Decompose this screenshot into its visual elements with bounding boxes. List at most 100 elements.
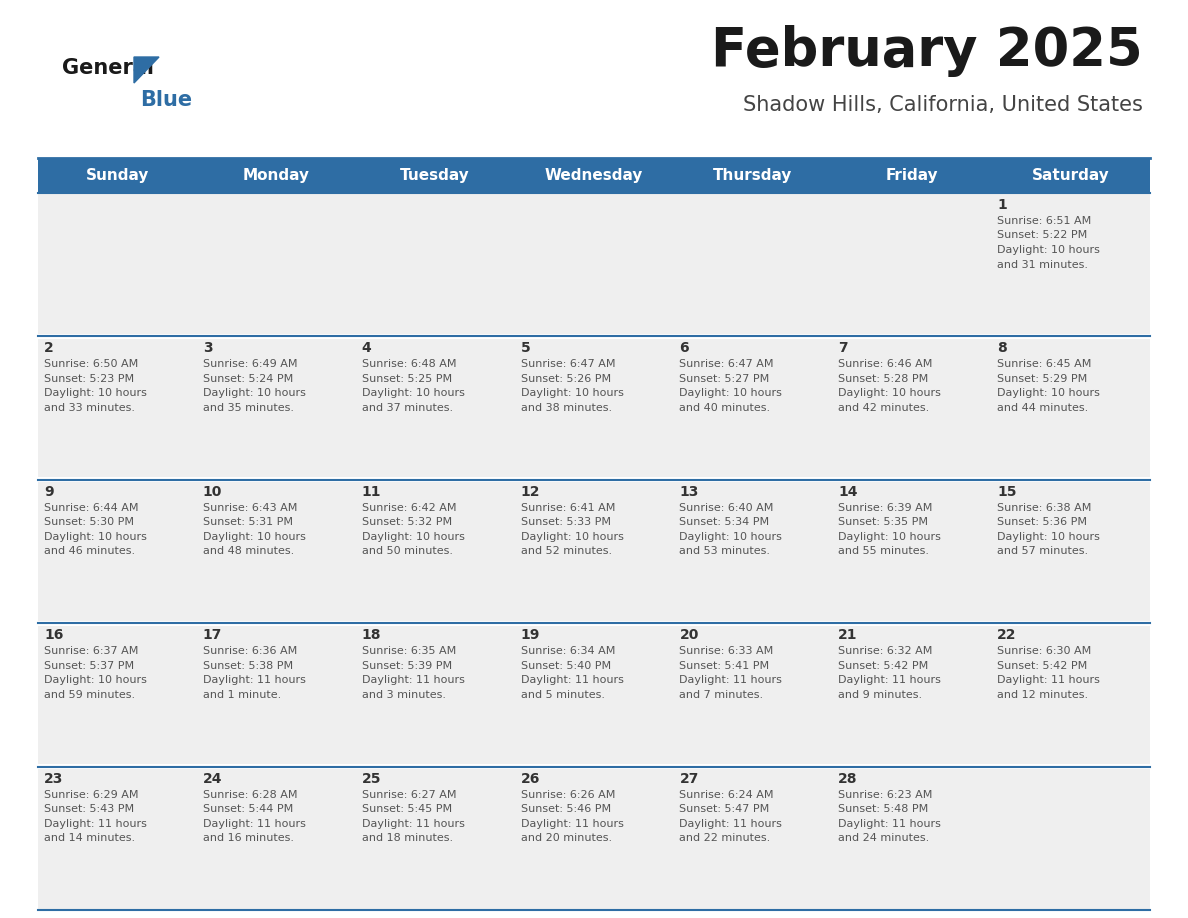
Text: and 42 minutes.: and 42 minutes. — [839, 403, 929, 413]
Text: and 1 minute.: and 1 minute. — [203, 689, 282, 700]
Text: Sunrise: 6:50 AM: Sunrise: 6:50 AM — [44, 360, 138, 369]
Text: Sunrise: 6:47 AM: Sunrise: 6:47 AM — [680, 360, 773, 369]
Text: Sunset: 5:37 PM: Sunset: 5:37 PM — [44, 661, 134, 671]
Bar — [674, 193, 833, 336]
Bar — [38, 193, 197, 336]
Text: 1: 1 — [997, 198, 1007, 212]
Text: Daylight: 10 hours: Daylight: 10 hours — [361, 388, 465, 398]
Bar — [38, 621, 1150, 626]
Text: and 5 minutes.: and 5 minutes. — [520, 689, 605, 700]
Text: and 35 minutes.: and 35 minutes. — [203, 403, 293, 413]
Text: Daylight: 10 hours: Daylight: 10 hours — [44, 532, 147, 542]
Text: Daylight: 10 hours: Daylight: 10 hours — [997, 388, 1100, 398]
Text: and 40 minutes.: and 40 minutes. — [680, 403, 771, 413]
Text: and 59 minutes.: and 59 minutes. — [44, 689, 135, 700]
Text: Daylight: 11 hours: Daylight: 11 hours — [520, 676, 624, 685]
Text: Sunrise: 6:27 AM: Sunrise: 6:27 AM — [361, 789, 456, 800]
Text: Sunrise: 6:35 AM: Sunrise: 6:35 AM — [361, 646, 456, 656]
Text: Sunrise: 6:34 AM: Sunrise: 6:34 AM — [520, 646, 615, 656]
Text: Daylight: 10 hours: Daylight: 10 hours — [680, 388, 783, 398]
Text: 16: 16 — [44, 628, 63, 643]
Text: 6: 6 — [680, 341, 689, 355]
Text: 25: 25 — [361, 772, 381, 786]
Bar — [514, 193, 674, 336]
Text: 13: 13 — [680, 485, 699, 498]
Text: Sunrise: 6:32 AM: Sunrise: 6:32 AM — [839, 646, 933, 656]
Text: 14: 14 — [839, 485, 858, 498]
Text: 18: 18 — [361, 628, 381, 643]
Text: 26: 26 — [520, 772, 541, 786]
Text: 20: 20 — [680, 628, 699, 643]
Text: 2: 2 — [44, 341, 53, 355]
Text: Daylight: 11 hours: Daylight: 11 hours — [680, 676, 783, 685]
Bar — [38, 764, 1150, 769]
Bar — [991, 767, 1150, 910]
Text: Thursday: Thursday — [713, 168, 792, 183]
Bar — [833, 193, 991, 336]
Text: Sunrise: 6:46 AM: Sunrise: 6:46 AM — [839, 360, 933, 369]
Bar — [38, 623, 197, 767]
Text: Sunset: 5:45 PM: Sunset: 5:45 PM — [361, 804, 451, 814]
Text: 8: 8 — [997, 341, 1007, 355]
Bar — [674, 480, 833, 623]
Text: 5: 5 — [520, 341, 530, 355]
Text: Sunrise: 6:29 AM: Sunrise: 6:29 AM — [44, 789, 139, 800]
Text: Wednesday: Wednesday — [545, 168, 643, 183]
Text: and 24 minutes.: and 24 minutes. — [839, 834, 929, 843]
Text: 19: 19 — [520, 628, 541, 643]
Text: Sunset: 5:30 PM: Sunset: 5:30 PM — [44, 518, 134, 527]
Text: Sunrise: 6:38 AM: Sunrise: 6:38 AM — [997, 503, 1092, 513]
Bar — [674, 767, 833, 910]
Text: Sunrise: 6:51 AM: Sunrise: 6:51 AM — [997, 216, 1092, 226]
Text: Daylight: 10 hours: Daylight: 10 hours — [997, 532, 1100, 542]
Text: and 3 minutes.: and 3 minutes. — [361, 689, 446, 700]
Text: Saturday: Saturday — [1031, 168, 1110, 183]
Bar — [514, 623, 674, 767]
Text: and 31 minutes.: and 31 minutes. — [997, 260, 1088, 270]
Text: Sunrise: 6:28 AM: Sunrise: 6:28 AM — [203, 789, 297, 800]
Text: Tuesday: Tuesday — [400, 168, 470, 183]
Bar — [991, 623, 1150, 767]
Text: Sunrise: 6:37 AM: Sunrise: 6:37 AM — [44, 646, 138, 656]
Text: Daylight: 10 hours: Daylight: 10 hours — [839, 532, 941, 542]
Text: Daylight: 11 hours: Daylight: 11 hours — [680, 819, 783, 829]
Bar — [833, 480, 991, 623]
Bar — [674, 336, 833, 480]
Text: Sunrise: 6:26 AM: Sunrise: 6:26 AM — [520, 789, 615, 800]
Bar — [833, 336, 991, 480]
Text: Sunset: 5:28 PM: Sunset: 5:28 PM — [839, 374, 929, 384]
Text: Daylight: 11 hours: Daylight: 11 hours — [44, 819, 147, 829]
Text: and 33 minutes.: and 33 minutes. — [44, 403, 135, 413]
Text: Sunrise: 6:41 AM: Sunrise: 6:41 AM — [520, 503, 615, 513]
Text: Sunset: 5:46 PM: Sunset: 5:46 PM — [520, 804, 611, 814]
Text: Sunset: 5:33 PM: Sunset: 5:33 PM — [520, 518, 611, 527]
Polygon shape — [134, 57, 159, 83]
Bar — [991, 336, 1150, 480]
Text: Sunset: 5:35 PM: Sunset: 5:35 PM — [839, 518, 928, 527]
Text: Daylight: 10 hours: Daylight: 10 hours — [44, 388, 147, 398]
Text: Sunrise: 6:44 AM: Sunrise: 6:44 AM — [44, 503, 139, 513]
Bar — [355, 193, 514, 336]
Bar — [514, 480, 674, 623]
Text: Sunset: 5:41 PM: Sunset: 5:41 PM — [680, 661, 770, 671]
Bar — [197, 480, 355, 623]
Text: and 53 minutes.: and 53 minutes. — [680, 546, 771, 556]
Text: Daylight: 10 hours: Daylight: 10 hours — [520, 532, 624, 542]
Bar — [38, 480, 197, 623]
Text: Daylight: 11 hours: Daylight: 11 hours — [361, 676, 465, 685]
Bar — [197, 193, 355, 336]
Text: and 18 minutes.: and 18 minutes. — [361, 834, 453, 843]
Bar — [833, 623, 991, 767]
Text: 24: 24 — [203, 772, 222, 786]
Text: Sunset: 5:31 PM: Sunset: 5:31 PM — [203, 518, 293, 527]
Text: and 16 minutes.: and 16 minutes. — [203, 834, 293, 843]
Text: Daylight: 10 hours: Daylight: 10 hours — [520, 388, 624, 398]
Text: Sunset: 5:23 PM: Sunset: 5:23 PM — [44, 374, 134, 384]
Text: Sunset: 5:25 PM: Sunset: 5:25 PM — [361, 374, 451, 384]
Text: and 37 minutes.: and 37 minutes. — [361, 403, 453, 413]
Text: and 50 minutes.: and 50 minutes. — [361, 546, 453, 556]
Text: 9: 9 — [44, 485, 53, 498]
Bar — [355, 480, 514, 623]
Bar — [355, 623, 514, 767]
Text: Sunrise: 6:47 AM: Sunrise: 6:47 AM — [520, 360, 615, 369]
